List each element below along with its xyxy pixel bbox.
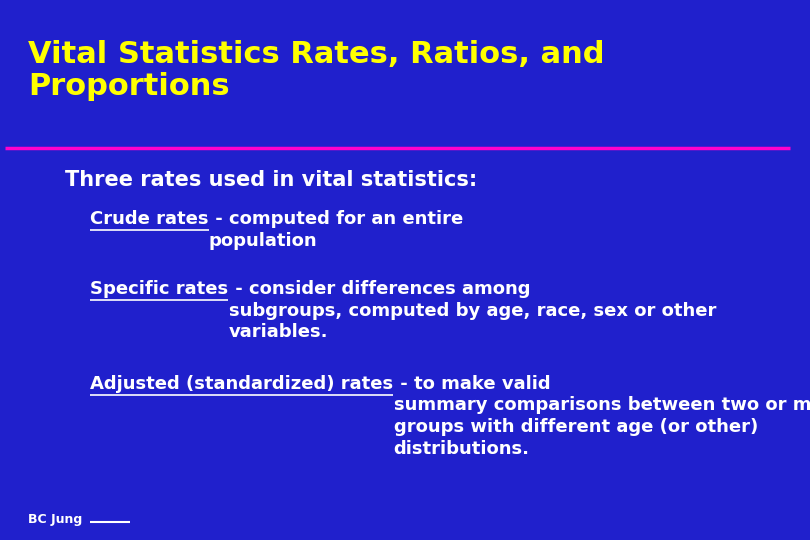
Text: BC Jung: BC Jung [28,513,83,526]
Text: Three rates used in vital statistics:: Three rates used in vital statistics: [65,170,477,190]
Text: Specific rates: Specific rates [90,280,228,298]
Text: - consider differences among
subgroups, computed by age, race, sex or other
vari: - consider differences among subgroups, … [228,280,716,341]
Text: - computed for an entire
population: - computed for an entire population [209,210,463,249]
Text: Adjusted (standardized) rates: Adjusted (standardized) rates [90,375,393,393]
Text: Vital Statistics Rates, Ratios, and
Proportions: Vital Statistics Rates, Ratios, and Prop… [28,40,604,102]
Text: Crude rates: Crude rates [90,210,208,228]
Text: - to make valid
summary comparisons between two or more
groups with different ag: - to make valid summary comparisons betw… [394,375,810,457]
